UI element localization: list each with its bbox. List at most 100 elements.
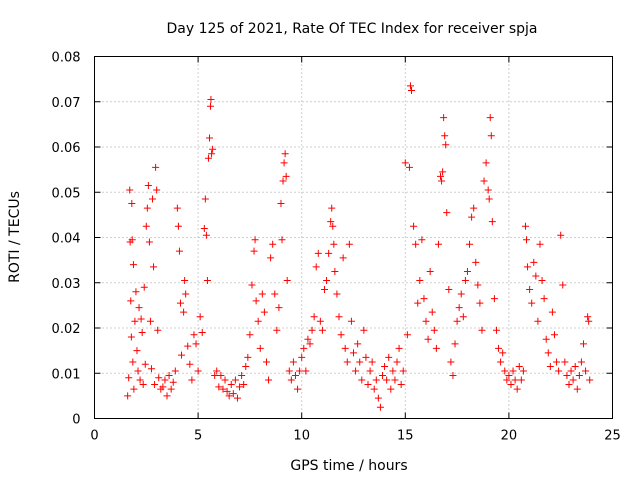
data-point <box>186 360 194 368</box>
data-point <box>215 383 223 391</box>
data-point <box>202 231 210 239</box>
data-point <box>343 358 351 366</box>
data-point <box>244 353 252 361</box>
data-point <box>495 344 503 352</box>
data-point <box>167 385 175 393</box>
data-point <box>463 267 471 275</box>
x-tick-label: 10 <box>293 429 310 444</box>
data-point <box>582 367 590 375</box>
data-point <box>430 326 438 334</box>
data-point <box>405 163 413 171</box>
data-point <box>374 394 382 402</box>
data-point <box>207 95 215 103</box>
data-point <box>584 313 592 321</box>
data-point <box>159 383 167 391</box>
data-point <box>521 222 529 230</box>
data-point <box>485 195 493 203</box>
data-point <box>196 313 204 321</box>
data-point <box>420 295 428 303</box>
data-point <box>387 385 395 393</box>
data-point <box>267 254 275 262</box>
data-point <box>310 313 318 321</box>
data-point <box>323 276 331 284</box>
data-point <box>370 385 378 393</box>
data-point <box>203 276 211 284</box>
data-point <box>563 372 571 380</box>
data-point <box>173 204 181 212</box>
data-point <box>133 347 141 355</box>
data-point <box>530 258 538 266</box>
data-point <box>397 381 405 389</box>
data-point <box>569 376 577 384</box>
data-point <box>585 317 593 325</box>
data-point <box>128 236 136 244</box>
data-point <box>579 340 587 348</box>
data-point <box>258 290 266 298</box>
data-point <box>459 313 467 321</box>
data-point <box>577 358 585 366</box>
y-tick-label: 0.04 <box>52 232 81 247</box>
data-point <box>379 372 387 380</box>
data-point <box>152 163 160 171</box>
y-tick-label: 0.05 <box>52 186 81 201</box>
data-point <box>291 372 299 380</box>
y-tick-label: 0.07 <box>52 96 81 111</box>
data-point <box>300 344 308 352</box>
data-point <box>526 286 534 294</box>
data-point <box>443 209 451 217</box>
chart-title: Day 125 of 2021, Rate Of TEC Index for r… <box>166 21 537 37</box>
data-point <box>544 349 552 357</box>
data-point <box>181 276 189 284</box>
data-point <box>385 353 393 361</box>
data-point <box>325 249 333 257</box>
data-point <box>252 297 260 305</box>
data-point <box>575 372 583 380</box>
data-point <box>182 290 190 298</box>
data-point <box>223 387 231 395</box>
y-tick-label: 0.06 <box>52 141 81 156</box>
data-point <box>192 340 200 348</box>
axis-ticks: 0 5 10 15 20 25 0 0.01 0.02 0.03 0.04 0.05 0.06 0.07 0… <box>52 51 621 444</box>
data-point <box>134 367 142 375</box>
data-point <box>188 376 196 384</box>
data-point <box>184 342 192 350</box>
data-point <box>532 272 540 280</box>
data-point <box>538 276 546 284</box>
data-point <box>125 374 133 382</box>
y-tick-label: 0 <box>72 413 80 428</box>
data-point <box>190 331 198 339</box>
data-point <box>153 186 161 194</box>
y-tick-label: 0.03 <box>52 277 81 292</box>
data-point <box>442 141 450 149</box>
data-point <box>561 358 569 366</box>
data-point <box>488 218 496 226</box>
data-point <box>201 195 209 203</box>
data-point <box>503 376 511 384</box>
data-point <box>165 372 173 380</box>
data-point <box>497 358 505 366</box>
data-point <box>515 362 523 370</box>
data-point <box>461 276 469 284</box>
data-point <box>289 358 297 366</box>
data-point <box>468 213 476 221</box>
data-point <box>553 358 561 366</box>
data-point <box>240 381 248 389</box>
data-point <box>145 238 153 246</box>
data-point <box>250 247 258 255</box>
data-point <box>360 326 368 334</box>
data-point <box>362 353 370 361</box>
x-tick-label: 25 <box>604 429 621 444</box>
data-point <box>524 263 532 271</box>
data-point <box>573 385 581 393</box>
data-point <box>180 308 188 316</box>
data-point <box>567 367 575 375</box>
data-point <box>306 340 314 348</box>
data-point <box>128 200 136 208</box>
data-point <box>403 331 411 339</box>
data-point <box>364 381 372 389</box>
data-point <box>275 304 283 312</box>
data-point <box>204 154 212 162</box>
data-point <box>540 295 548 303</box>
y-tick-label: 0.01 <box>52 367 81 382</box>
data-point <box>161 376 169 384</box>
